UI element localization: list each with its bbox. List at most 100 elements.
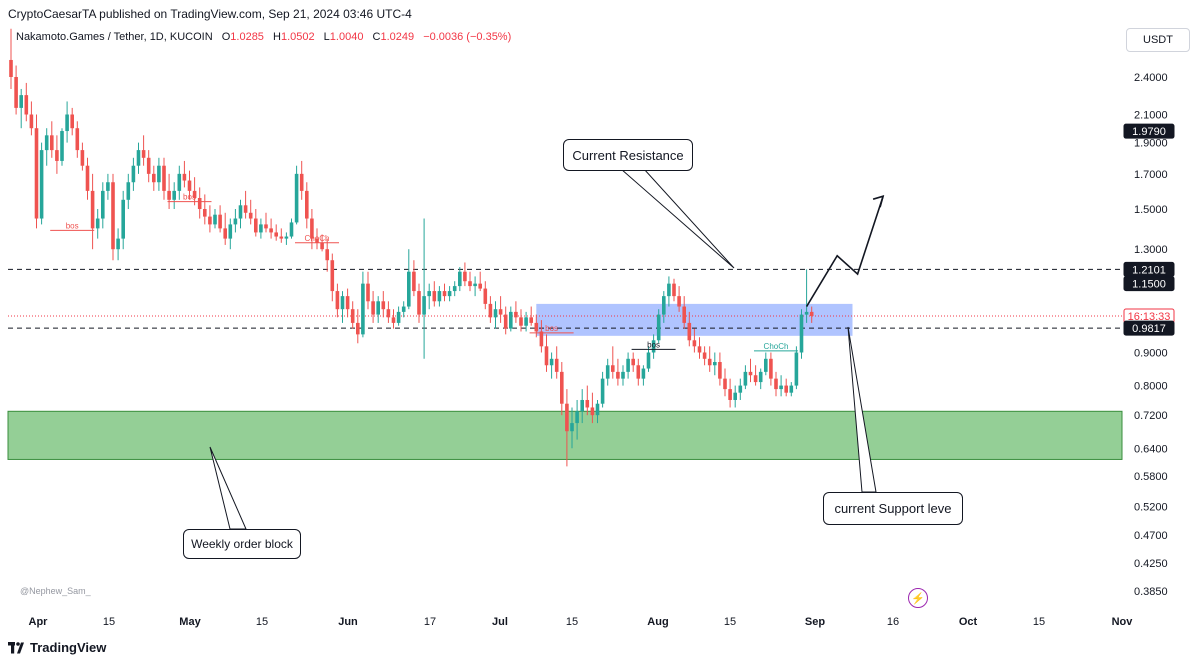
zones-layer (7, 303, 1123, 460)
candle-body (386, 309, 391, 318)
ohlc-legend: Nakamoto.Games / Tether, 1D, KUCOIN O1.0… (16, 31, 511, 43)
y-tick-label: 0.6400 (1134, 443, 1168, 455)
symbol-name: Nakamoto.Games / Tether, 1D, KUCOIN (16, 31, 213, 43)
low-value: 1.0040 (329, 31, 364, 43)
candle-body (687, 322, 692, 341)
candle-body (560, 371, 564, 404)
candle-body (580, 399, 584, 412)
candle-body (488, 303, 493, 318)
x-tick-label: Apr (29, 616, 49, 628)
price-tag-label: 1.9790 (1132, 126, 1166, 138)
candle-body (289, 222, 294, 237)
y-tick-label: 2.1000 (1134, 110, 1168, 122)
candle-body (667, 283, 671, 297)
candle-body (707, 358, 712, 366)
candle-body (611, 365, 615, 372)
candle-body (203, 209, 207, 217)
candle-body (65, 114, 69, 132)
tradingview-logo-icon (8, 641, 24, 653)
y-tick-label: 1.3000 (1134, 244, 1168, 256)
lightning-bolt-icon[interactable]: ⚡ (908, 588, 928, 608)
candle-body (315, 238, 319, 243)
candle-body (458, 271, 462, 287)
y-tick-label: 1.5000 (1134, 204, 1168, 216)
structure-label: bos (183, 193, 196, 202)
candle-body (769, 358, 773, 379)
candle-body (325, 249, 329, 261)
x-tick-label: 15 (1033, 616, 1045, 628)
candle-body (794, 352, 799, 386)
price-axis[interactable]: 2.4000 2.1000 1.9000 1.7000 1.5000 1.3000 0.90… (1134, 72, 1168, 598)
candle-body (600, 378, 605, 404)
y-tick-label: 0.3850 (1134, 586, 1168, 598)
candle-body (106, 182, 110, 191)
candle-body (396, 311, 401, 323)
candle-body (631, 358, 635, 366)
candle-body (626, 358, 630, 372)
price-tags-layer: 1.9790 1.2101 1.1500 16:13:330.9817 (1123, 123, 1175, 336)
candle-body (14, 77, 18, 108)
x-tick-label: 17 (424, 616, 436, 628)
author-watermark: @Nephew_Sam_ (20, 586, 91, 596)
y-tick-label: 0.9000 (1134, 347, 1168, 359)
x-tick-label: 15 (724, 616, 736, 628)
currency-selector[interactable]: USDT (1126, 28, 1190, 52)
callout-pointers-layer (209, 168, 885, 530)
candle-body (172, 190, 176, 200)
candle-body (182, 173, 187, 181)
candle-body (371, 301, 375, 315)
candle-body (718, 362, 722, 379)
high-value: 1.0502 (280, 31, 315, 43)
structure-label: ChoCh (764, 342, 789, 351)
x-tick-label: Sep (805, 616, 825, 628)
candle-body (248, 212, 253, 219)
footer (0, 634, 1199, 664)
candle-body (269, 228, 273, 233)
y-tick-label: 0.7200 (1134, 410, 1168, 422)
candle-body (131, 165, 136, 183)
candle-body (44, 135, 49, 151)
candle-body (728, 389, 732, 400)
candle-body (605, 365, 610, 379)
y-tick-label: 0.4250 (1134, 558, 1168, 570)
candle-body (111, 182, 115, 250)
candle-body (452, 286, 457, 292)
candle-body (167, 190, 171, 200)
tradingview-logo[interactable]: TradingView (8, 640, 106, 655)
candle-body (799, 314, 804, 353)
callout-pointer-0 (619, 168, 735, 269)
candle-body (101, 190, 105, 219)
candle-body (259, 224, 263, 233)
x-tick-label: May (179, 616, 201, 628)
candle-body (544, 346, 549, 366)
candle-body (187, 180, 192, 191)
candle-body (432, 291, 437, 302)
projection-arrowhead (872, 195, 885, 208)
candle-body (692, 340, 697, 347)
structure-label: bos (66, 221, 79, 230)
time-axis[interactable]: Apr 15 May 15 Jun 17 Jul 15 Aug 15 Sep 16 Oct 15 Nov (29, 616, 1134, 628)
candle-body (427, 291, 431, 297)
candle-body (651, 340, 656, 353)
candle-body (702, 352, 707, 359)
candle-body (208, 216, 212, 225)
structure-label: ChoCh (305, 234, 330, 243)
y-tick-label: 0.8000 (1134, 381, 1168, 393)
candle-body (340, 296, 345, 310)
candle-body (697, 346, 702, 353)
candle-body (672, 283, 676, 297)
candle-body (197, 197, 202, 210)
candle-body (218, 214, 222, 229)
candle-body (570, 423, 574, 432)
projection-path (805, 195, 884, 307)
change-value: −0.0036 (−0.35%) (423, 31, 512, 43)
candle-body (549, 358, 554, 366)
x-tick-label: 15 (103, 616, 115, 628)
candle-body (238, 205, 243, 219)
candle-body (524, 317, 528, 326)
high-label: H (273, 31, 281, 43)
candle-body (554, 358, 559, 372)
candle-body (656, 314, 661, 341)
candle-body (468, 281, 472, 287)
